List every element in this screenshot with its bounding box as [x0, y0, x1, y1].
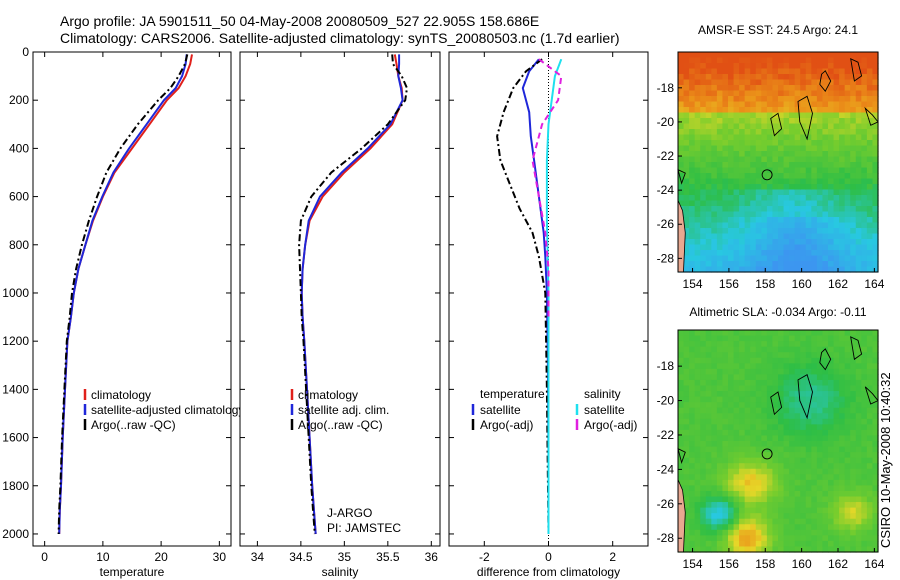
legend-label: Argo(-adj) — [480, 418, 533, 432]
x-axis-label: difference from climatology — [477, 565, 620, 579]
y-tick-label: -24 — [657, 183, 675, 197]
bathymetry-contour — [797, 374, 813, 420]
legend-label: climatology — [91, 388, 151, 402]
y-tick-label: -20 — [657, 115, 675, 129]
y-tick-label: 1000 — [2, 286, 29, 300]
bathymetry-contour — [770, 112, 783, 137]
panel-frame — [239, 51, 441, 547]
x-tick-label: 20 — [154, 550, 168, 564]
seamount-contour — [761, 448, 773, 460]
figure-title-line1: Argo profile: JA 5901511_50 04-May-2008 … — [60, 13, 540, 29]
x-tick-label: 160 — [792, 557, 812, 571]
bathymetry-contour — [850, 336, 863, 361]
panel-frame — [32, 51, 232, 547]
x-tick-label: -2 — [479, 550, 490, 564]
annotation-label: PI: JAMSTEC — [327, 521, 401, 535]
legend-label: Argo(-adj) — [584, 418, 637, 432]
x-tick-label: 162 — [828, 557, 848, 571]
y-tick-label: 1600 — [2, 431, 29, 445]
x-tick-label: 164 — [864, 277, 884, 291]
y-tick-label: 400 — [9, 141, 29, 155]
y-tick-label: 800 — [9, 238, 29, 252]
series-line-argo-raw-qc- — [298, 54, 409, 535]
x-tick-label: 34 — [251, 550, 265, 564]
series-line-argo-raw-qc- — [57, 54, 189, 535]
legend-label: satellite — [480, 403, 521, 417]
x-tick-label: 156 — [719, 277, 739, 291]
y-tick-label: 0 — [22, 45, 29, 59]
legend-label: Argo(..raw -QC) — [91, 418, 176, 432]
y-tick-label: 1800 — [2, 479, 29, 493]
y-tick-label: 1200 — [2, 334, 29, 348]
x-tick-label: 35 — [338, 550, 352, 564]
y-tick-label: -18 — [657, 81, 675, 95]
panel-sst-map: AMSR-E SST: 24.5 Argo: 24.1 154 156 158 160 1… — [657, 23, 885, 291]
x-tick-label: 158 — [755, 277, 775, 291]
x-tick-label: 2 — [609, 550, 616, 564]
x-tick-label: 154 — [683, 277, 703, 291]
panel-sla-map: Altimetric SLA: -0.034 Argo: -0.11 154 156… — [657, 305, 885, 571]
y-tick-label: -18 — [657, 359, 675, 373]
bathymetry-contour — [819, 70, 832, 93]
legend-label: Argo(..raw -QC) — [298, 418, 383, 432]
y-tick-label: -22 — [657, 428, 675, 442]
legend-label: satellite-adjusted climatology — [91, 403, 244, 417]
y-tick-label: 200 — [9, 93, 29, 107]
x-tick-label: 35.5 — [376, 550, 400, 564]
bathymetry-contour — [677, 447, 686, 465]
y-tick-label: 2000 — [2, 527, 29, 541]
legend-header: salinity — [584, 387, 621, 401]
panel-salinity: 34 34.5 35 35.5 36 salinity climatologysatelli… — [239, 51, 441, 579]
y-tick-label: -28 — [657, 251, 675, 265]
panel-temperature: 0 10 20 30 0 200 400 600 800 1000 1200 1400 1600 1800… — [2, 45, 244, 579]
x-tick-label: 36 — [425, 550, 439, 564]
x-axis-label: salinity — [322, 565, 359, 579]
x-tick-label: 0 — [545, 550, 552, 564]
x-tick-label: 158 — [755, 557, 775, 571]
x-tick-label: 160 — [792, 277, 812, 291]
bathymetry-contour — [819, 348, 832, 371]
y-tick-label: -20 — [657, 394, 675, 408]
y-tick-label: -28 — [657, 531, 675, 545]
legend-header: temperature — [480, 387, 545, 401]
x-tick-label: 30 — [213, 550, 227, 564]
x-tick-label: 156 — [719, 557, 739, 571]
annotation-label: J-ARGO — [327, 506, 372, 520]
y-tick-label: -26 — [657, 217, 675, 231]
legend-label: climatology — [298, 388, 358, 402]
y-tick-label: -26 — [657, 497, 675, 511]
y-tick-label: -22 — [657, 149, 675, 163]
bathymetry-contour — [797, 95, 813, 141]
series-line-argo-adj- — [496, 58, 550, 535]
x-axis-label: temperature — [100, 565, 165, 579]
map-cells — [678, 330, 879, 553]
figure-title-line2: Climatology: CARS2006. Satellite-adjuste… — [60, 30, 620, 46]
bathymetry-contour — [850, 58, 863, 82]
series-line-satellite — [545, 58, 563, 534]
y-tick-label: -24 — [657, 462, 675, 476]
legend-label: satellite — [584, 403, 625, 417]
map-title: AMSR-E SST: 24.5 Argo: 24.1 — [698, 23, 858, 37]
map-cells — [678, 52, 879, 273]
seamount-contour — [761, 169, 773, 181]
y-tick-label: 600 — [9, 190, 29, 204]
x-tick-label: 154 — [683, 557, 703, 571]
map-title: Altimetric SLA: -0.034 Argo: -0.11 — [689, 305, 867, 319]
bathymetry-contour — [770, 391, 783, 416]
x-tick-label: 10 — [96, 550, 110, 564]
map-frame — [677, 51, 879, 273]
x-tick-label: 162 — [828, 277, 848, 291]
map-frame — [677, 329, 879, 553]
x-tick-label: 164 — [864, 557, 884, 571]
y-tick-label: 1400 — [2, 382, 29, 396]
bathymetry-contour — [677, 168, 686, 185]
legend-label: satellite adj. clim. — [298, 403, 389, 417]
x-tick-label: 34.5 — [289, 550, 313, 564]
x-tick-label: 0 — [41, 550, 48, 564]
